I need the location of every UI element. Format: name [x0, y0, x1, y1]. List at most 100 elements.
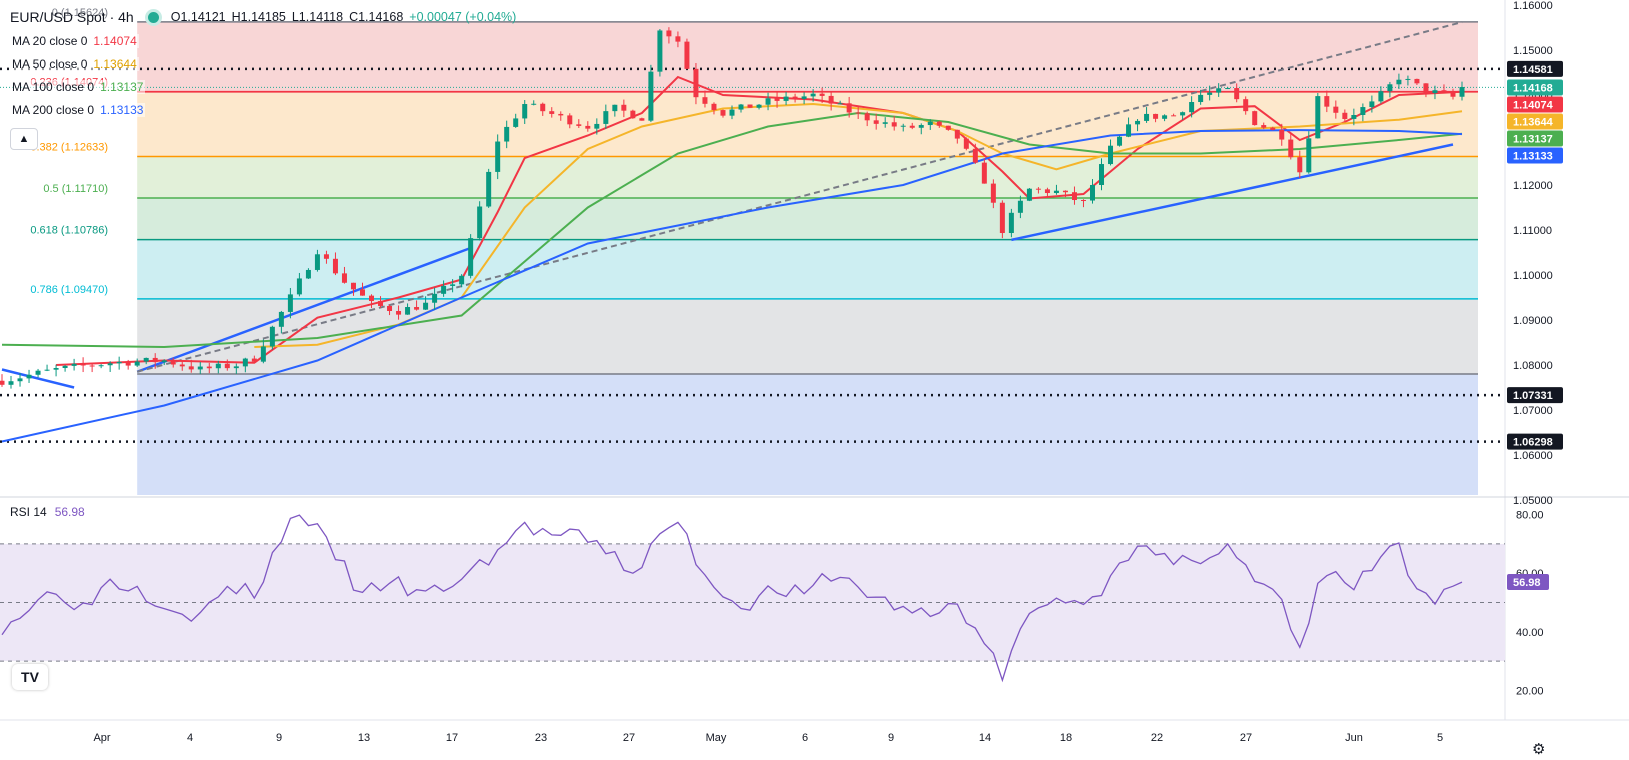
candle-body	[341, 273, 347, 283]
candle-body	[1405, 78, 1411, 80]
candle-body	[855, 112, 861, 114]
time-tick-label: 27	[623, 732, 635, 744]
fibonacci-bands	[0, 0, 1629, 721]
candle-body	[1423, 83, 1429, 93]
candle-body	[702, 97, 708, 104]
candle-body	[936, 121, 942, 126]
candle-body	[999, 202, 1005, 234]
candle-body	[549, 111, 555, 114]
fib-band	[137, 198, 1478, 240]
candle-body	[729, 109, 735, 116]
fib-band	[137, 156, 1478, 199]
rsi-line	[1, 514, 1463, 683]
moving-average-line	[1, 129, 1463, 443]
candle-body	[26, 374, 32, 379]
candle-body	[89, 365, 95, 367]
trendline	[136, 21, 1463, 373]
candle-body	[963, 138, 969, 149]
fib-band	[137, 91, 1478, 157]
price-tag	[1507, 60, 1563, 77]
price-tick-label: 1.05000	[1513, 495, 1553, 507]
candle-body	[450, 284, 456, 286]
candle-body	[323, 254, 329, 259]
trendline	[1, 368, 75, 389]
candle-body	[305, 269, 311, 279]
candle-body	[35, 370, 41, 375]
fib-band	[137, 298, 1478, 374]
candle-body	[314, 254, 320, 270]
fib-level-label: 0.786 (1.09470)	[30, 284, 108, 296]
rsi-tick-label: 40.00	[1516, 627, 1544, 639]
tradingview-logo-icon[interactable]: TV	[12, 664, 48, 690]
candle-body	[1162, 115, 1168, 119]
candle-body	[62, 365, 68, 369]
indicator-value: 1.13137	[100, 80, 144, 94]
candle-body	[612, 104, 618, 112]
candle-body	[441, 285, 447, 294]
candle-body	[206, 366, 212, 369]
trendlines	[1, 21, 1463, 389]
gear-icon[interactable]: ⚙	[1532, 741, 1546, 758]
indicator-ma20[interactable]: MA 20 close 0 1.14074	[10, 34, 139, 48]
candle-body	[747, 104, 753, 108]
indicator-ma100[interactable]: MA 100 close 0 1.13137	[10, 80, 146, 94]
candle-body	[53, 368, 59, 370]
price-tick-label: 1.16000	[1513, 0, 1553, 12]
candle-body	[603, 111, 609, 124]
candle-body	[594, 123, 600, 129]
candle-body	[1369, 101, 1375, 108]
candle-body	[513, 118, 519, 127]
candle-body	[1198, 94, 1204, 103]
fib-level-label: 0.382 (1.12633)	[30, 142, 108, 154]
chevron-up-icon[interactable]: ▲	[10, 128, 38, 150]
rsi-value: 56.98	[54, 505, 85, 519]
candle-body	[378, 301, 384, 306]
candle-body	[1017, 200, 1023, 213]
candle-body	[738, 104, 744, 110]
symbol-title[interactable]: EUR/USD Spot · 4h	[10, 9, 134, 25]
horizontal-lines	[0, 67, 1505, 443]
candle-body	[350, 282, 356, 290]
candle-body	[1225, 88, 1231, 90]
price-tag-label: 1.14581	[1513, 64, 1553, 76]
candle-body	[1108, 145, 1114, 165]
market-status-icon	[147, 11, 159, 23]
fib-band	[137, 374, 1478, 495]
candle-body	[0, 380, 5, 385]
rsi-label: RSI 14	[10, 505, 47, 519]
price-tick-label: 1.09000	[1513, 315, 1553, 327]
candle-body	[810, 93, 816, 97]
candle-body	[630, 110, 636, 119]
time-tick-label: 27	[1240, 732, 1252, 744]
candle-body	[756, 104, 762, 108]
candle-body	[1351, 114, 1357, 119]
candle-body	[774, 98, 780, 101]
candle-body	[675, 36, 681, 42]
candle-body	[161, 360, 167, 363]
time-tick-label: 14	[979, 732, 991, 744]
candle-body	[1216, 88, 1222, 93]
candle-body	[531, 103, 537, 105]
candle-body	[684, 41, 690, 69]
candle-body	[486, 171, 492, 207]
time-tick-label: 9	[888, 732, 894, 744]
candle-body	[8, 381, 14, 385]
candle-body	[396, 310, 402, 315]
candle-body	[567, 115, 573, 125]
indicator-ma200[interactable]: MA 200 close 0 1.13133	[10, 103, 146, 117]
candle-body	[251, 358, 257, 362]
candle-body	[1026, 188, 1032, 201]
candle-body	[954, 129, 960, 139]
price-tick-label: 1.10000	[1513, 270, 1553, 282]
candle-body	[648, 71, 654, 121]
candle-body	[1062, 190, 1068, 193]
candle-body	[197, 366, 203, 370]
indicator-ma50[interactable]: MA 50 close 0 1.13644	[10, 57, 139, 71]
change-value: +0.00047 (+0.04%)	[409, 10, 517, 24]
rsi-legend[interactable]: RSI 14 56.98	[10, 505, 85, 519]
time-tick-label: 17	[446, 732, 458, 744]
time-tick-label: Jun	[1345, 732, 1363, 744]
time-axis[interactable]: Apr 4 9 13 17 23 27 May 6 9 14 18 22 27 Jun 5	[93, 732, 1443, 744]
